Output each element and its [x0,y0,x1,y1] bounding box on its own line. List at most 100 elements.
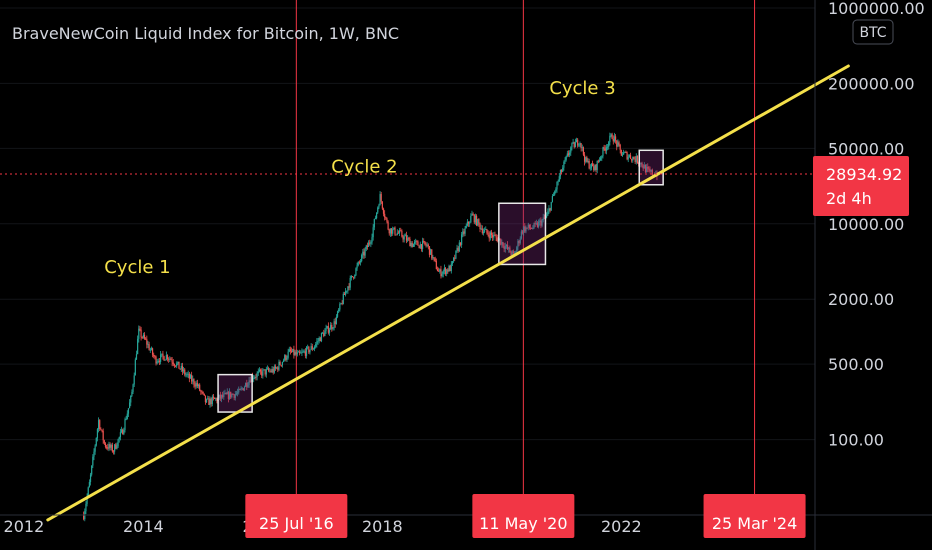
candle-body [577,139,579,146]
candle-body [506,244,509,250]
candle-body [634,159,636,162]
candle-body [184,369,186,375]
candle-body [521,231,524,233]
candle-body [133,375,135,385]
candle-body [348,286,350,288]
candle-body [309,349,311,353]
candle-body [165,355,167,360]
candle-body [145,338,147,340]
candle-body [532,227,534,229]
candle-body [609,135,611,143]
candle-body [540,220,542,226]
candle-body [643,164,645,169]
candle-body [272,368,274,373]
candle-body [280,364,282,366]
candle-body [467,221,470,224]
candle-body [377,207,379,213]
candle-body [344,291,347,295]
candle-body [200,390,202,392]
candle-body [632,157,634,161]
candle-body [142,334,144,338]
candle-body [589,167,591,169]
candle-body [110,444,112,448]
candle-body [440,269,442,277]
candle-body [650,169,652,172]
candle-body [254,377,256,379]
candle-body [276,367,278,369]
candle-body [477,219,479,226]
candle-body [489,232,491,239]
candle-body [120,429,123,433]
candle-body [470,215,472,223]
candle-body [131,391,133,396]
candle-body [398,230,401,234]
candle-body [230,391,232,398]
candle-body [164,359,166,361]
candle-body [114,444,116,452]
vertical-marker-label-bg [472,494,575,538]
candle-body [382,208,385,214]
candle-body [605,147,607,151]
candle-body [154,356,156,358]
candle-body [91,465,93,475]
candle-body [585,157,587,162]
candle-body [253,378,255,380]
candle-body [303,351,305,353]
candle-body [353,276,355,278]
candle-body [423,241,425,242]
candle-body [426,244,428,246]
candle-body [128,402,131,409]
currency-badge[interactable]: BTC [852,19,894,45]
candle-body [380,194,382,202]
candle-body [205,399,208,403]
candle-body [381,201,383,209]
candle-body [166,355,169,359]
candle-body [495,235,497,238]
currency-badge-border [852,19,894,45]
candle-body [194,384,196,387]
candle-body [277,367,279,370]
candle-body [299,351,301,354]
candle-body [551,196,553,202]
vertical-marker-label: 11 May '20 [479,514,567,533]
candle-body [123,429,125,435]
candle-body [626,152,628,160]
candle-body [261,371,263,376]
candle-body [627,156,629,160]
candle-body [446,269,448,275]
candle-body [604,148,606,151]
candle-body [89,474,92,483]
vertical-marker-labels: 25 Jul '16 11 May '20 25 Mar '24 [245,494,806,538]
candle-body [201,391,203,393]
candle-body [407,238,409,241]
candle-body [559,169,562,177]
candle-body [358,261,360,263]
candle-body [612,138,614,142]
candle-body [286,357,288,360]
candle-body [613,136,616,142]
candle-body [624,152,626,153]
candle-body [421,241,424,250]
candle-body [394,227,396,235]
x-tick-label: 2018 [362,517,403,536]
candle-body [475,215,478,226]
candle-body [490,232,493,236]
candle-body [236,392,239,394]
candle-body [536,223,539,227]
candle-body [430,249,432,255]
candle-body [112,451,115,453]
candle-body [97,420,100,430]
candle-body [104,443,107,447]
candle-body [307,346,309,348]
candle-body [373,218,375,228]
candle-body [220,394,223,399]
candle-body [310,346,312,350]
candle-body [590,163,593,168]
candle-body [311,346,313,350]
candle-body [417,241,419,246]
candle-body [347,286,349,291]
candle-body [126,413,128,420]
candle-body [208,398,210,405]
candle-body [117,439,119,447]
candle-body [211,396,213,405]
